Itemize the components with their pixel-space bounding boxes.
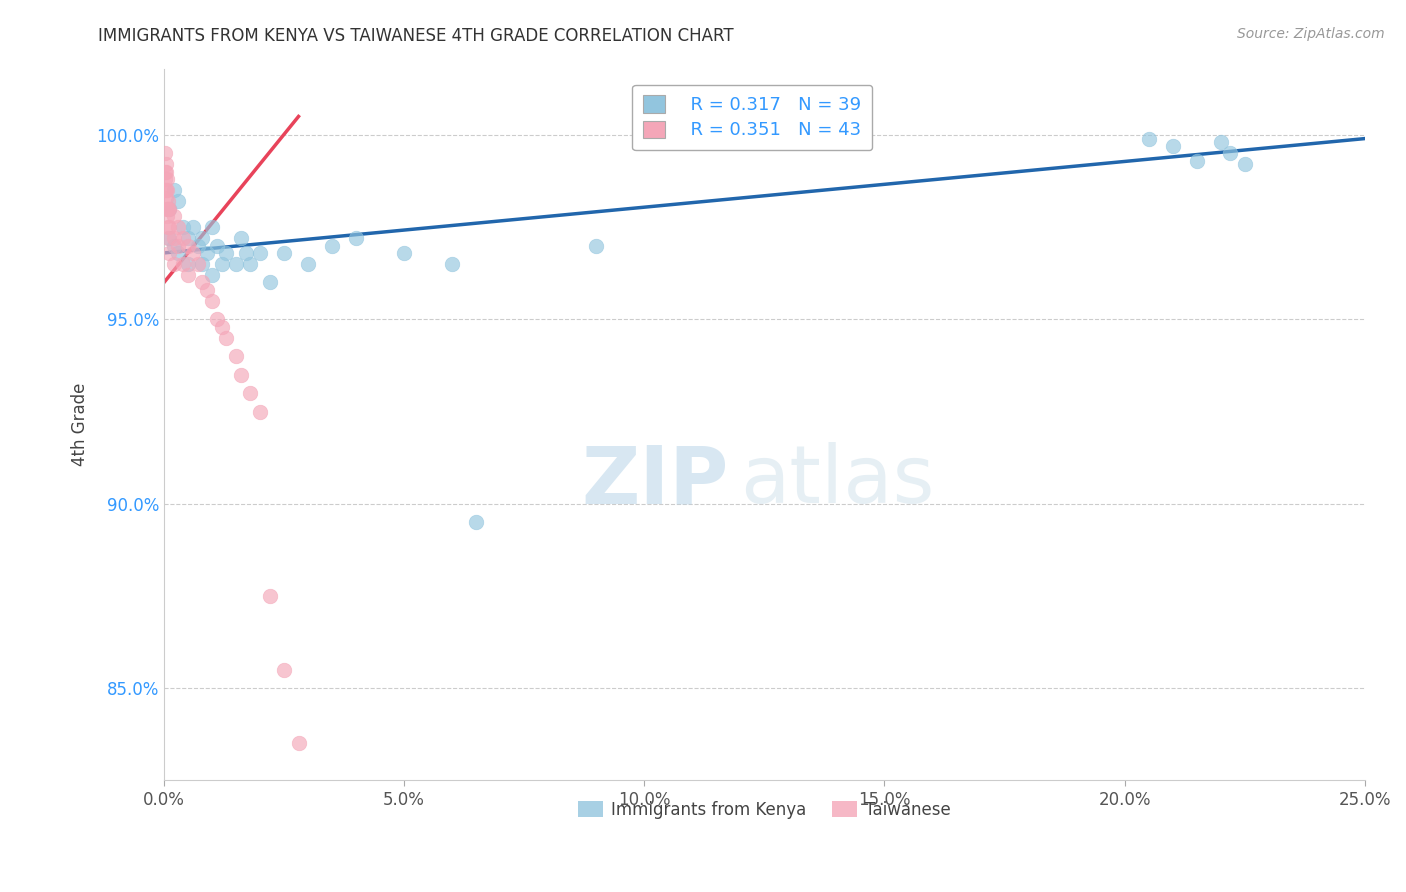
Point xyxy=(235,246,257,260)
Point xyxy=(215,331,238,345)
Point xyxy=(155,172,177,186)
Point xyxy=(163,257,186,271)
Point xyxy=(239,257,262,271)
Point xyxy=(195,246,218,260)
Point xyxy=(181,246,204,260)
Point xyxy=(259,589,281,603)
Point xyxy=(465,515,488,529)
Point xyxy=(239,386,262,401)
Point xyxy=(157,220,180,235)
Point xyxy=(211,257,233,271)
Point xyxy=(205,238,228,252)
Point xyxy=(155,191,177,205)
Point xyxy=(392,246,415,260)
Point xyxy=(225,257,247,271)
Point xyxy=(167,246,190,260)
Point xyxy=(201,268,224,282)
Point xyxy=(156,220,179,235)
Point xyxy=(172,257,194,271)
Point xyxy=(177,268,200,282)
Point xyxy=(177,231,200,245)
Point xyxy=(156,172,179,186)
Point xyxy=(167,238,190,252)
Point xyxy=(181,220,204,235)
Point xyxy=(157,231,180,245)
Point xyxy=(191,257,214,271)
Point xyxy=(229,231,252,245)
Point xyxy=(172,220,194,235)
Point xyxy=(249,246,271,260)
Point xyxy=(344,231,367,245)
Point xyxy=(153,183,176,197)
Text: atlas: atlas xyxy=(741,442,935,520)
Point xyxy=(155,183,177,197)
Text: Source: ZipAtlas.com: Source: ZipAtlas.com xyxy=(1237,27,1385,41)
Point xyxy=(172,231,194,245)
Point xyxy=(156,209,179,223)
Point xyxy=(191,231,214,245)
Point xyxy=(273,246,295,260)
Point xyxy=(157,202,180,216)
Point xyxy=(156,202,179,216)
Text: IMMIGRANTS FROM KENYA VS TAIWANESE 4TH GRADE CORRELATION CHART: IMMIGRANTS FROM KENYA VS TAIWANESE 4TH G… xyxy=(98,27,734,45)
Point xyxy=(273,663,295,677)
Point xyxy=(177,238,200,252)
Point xyxy=(225,349,247,363)
Point xyxy=(163,209,186,223)
Point xyxy=(287,736,309,750)
Point xyxy=(1209,136,1232,150)
Point xyxy=(215,246,238,260)
Point xyxy=(211,319,233,334)
Point xyxy=(155,165,177,179)
Point xyxy=(163,231,186,245)
Point xyxy=(163,183,186,197)
Point xyxy=(157,202,180,216)
Point xyxy=(249,404,271,418)
Point xyxy=(1219,146,1241,161)
Point xyxy=(441,257,464,271)
Point xyxy=(157,202,180,216)
Point xyxy=(157,231,180,245)
Point xyxy=(156,194,179,209)
Point xyxy=(297,257,319,271)
Y-axis label: 4th Grade: 4th Grade xyxy=(72,383,89,467)
Point xyxy=(157,246,180,260)
Point xyxy=(155,157,177,171)
Point xyxy=(205,312,228,326)
Point xyxy=(201,220,224,235)
Point xyxy=(177,257,200,271)
Point xyxy=(1185,153,1208,168)
Point xyxy=(187,238,209,252)
Point xyxy=(156,183,179,197)
Point xyxy=(167,194,190,209)
Legend: Immigrants from Kenya, Taiwanese: Immigrants from Kenya, Taiwanese xyxy=(571,794,957,825)
Point xyxy=(155,146,177,161)
Point xyxy=(259,276,281,290)
Point xyxy=(195,283,218,297)
Point xyxy=(201,293,224,308)
Point xyxy=(187,257,209,271)
Point xyxy=(163,238,186,252)
Point xyxy=(167,220,190,235)
Text: ZIP: ZIP xyxy=(581,442,728,520)
Point xyxy=(153,165,176,179)
Point xyxy=(1233,157,1256,171)
Point xyxy=(585,238,607,252)
Point xyxy=(1137,131,1160,145)
Point xyxy=(229,368,252,382)
Point xyxy=(1161,139,1184,153)
Point xyxy=(191,276,214,290)
Point xyxy=(321,238,343,252)
